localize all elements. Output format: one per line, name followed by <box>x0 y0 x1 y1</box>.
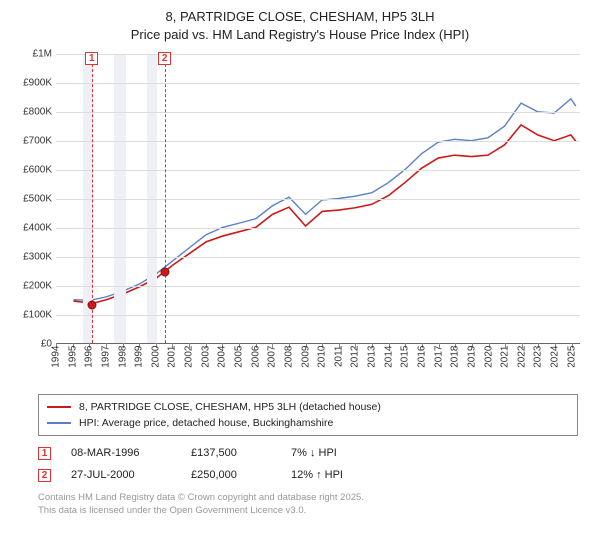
x-axis-label: 1999 <box>134 346 145 386</box>
x-axis-label: 2009 <box>300 346 311 386</box>
x-axis-label: 2001 <box>167 346 178 386</box>
y-axis-label: £400K <box>12 223 52 234</box>
y-axis-label: £900K <box>12 78 52 89</box>
legend-label-1: HPI: Average price, detached house, Buck… <box>79 417 333 429</box>
x-axis-label: 2024 <box>550 346 561 386</box>
y-axis-label: £100K <box>12 310 52 321</box>
x-axis-label: 2021 <box>500 346 511 386</box>
event-row-1: 2 27-JUL-2000 £250,000 12% ↑ HPI <box>38 464 578 486</box>
y-axis-label: £1M <box>12 49 52 60</box>
footer: Contains HM Land Registry data © Crown c… <box>38 492 578 518</box>
chart-wrap: £0 £100K £200K £300K £400K £500K £600K £700K £80… <box>10 50 590 390</box>
chart-container: 8, PARTRIDGE CLOSE, CHESHAM, HP5 3LH Pri… <box>0 0 600 526</box>
x-axis-label: 2019 <box>466 346 477 386</box>
sale-point-1 <box>88 300 97 309</box>
x-axis-label: 1997 <box>100 346 111 386</box>
legend-swatch-1 <box>47 422 71 424</box>
x-axis-label: 2016 <box>416 346 427 386</box>
event-row-0: 1 08-MAR-1996 £137,500 7% ↓ HPI <box>38 442 578 464</box>
x-axis-label: 2015 <box>400 346 411 386</box>
y-axis-label: £500K <box>12 194 52 205</box>
x-axis-label: 2022 <box>516 346 527 386</box>
footer-line-2: This data is licensed under the Open Gov… <box>38 505 578 518</box>
footer-line-1: Contains HM Land Registry data © Crown c… <box>38 492 578 505</box>
title-line-1: 8, PARTRIDGE CLOSE, CHESHAM, HP5 3LH <box>10 8 590 26</box>
event-marker-box-1: 1 <box>38 447 51 460</box>
x-axis-label: 2003 <box>200 346 211 386</box>
x-axis-label: 2023 <box>533 346 544 386</box>
event-date-2: 27-JUL-2000 <box>71 469 171 481</box>
x-axis-label: 1996 <box>84 346 95 386</box>
event-date-1: 08-MAR-1996 <box>71 447 171 459</box>
x-axis-label: 2017 <box>433 346 444 386</box>
title-line-2: Price paid vs. HM Land Registry's House … <box>10 26 590 44</box>
event-marker-box-2: 2 <box>38 469 51 482</box>
legend-label-0: 8, PARTRIDGE CLOSE, CHESHAM, HP5 3LH (de… <box>79 401 381 413</box>
x-axis-label: 2005 <box>233 346 244 386</box>
y-axis-label: £200K <box>12 281 52 292</box>
x-axis-label: 2002 <box>184 346 195 386</box>
y-axis-label: £700K <box>12 136 52 147</box>
event-diff-2: 12% ↑ HPI <box>291 469 391 481</box>
y-axis-label: £600K <box>12 165 52 176</box>
x-axis-label: 2000 <box>150 346 161 386</box>
event-price-2: £250,000 <box>191 469 271 481</box>
y-axis-label: £0 <box>12 339 52 350</box>
x-axis-label: 2020 <box>483 346 494 386</box>
x-axis-label: 2025 <box>566 346 577 386</box>
x-axis-label: 1994 <box>51 346 62 386</box>
x-axis-label: 2012 <box>350 346 361 386</box>
x-axis-label: 2013 <box>367 346 378 386</box>
x-axis-label: 1998 <box>117 346 128 386</box>
x-axis-label: 2010 <box>317 346 328 386</box>
legend-row-1: HPI: Average price, detached house, Buck… <box>47 415 569 431</box>
x-axis-label: 2004 <box>217 346 228 386</box>
x-axis-label: 2008 <box>283 346 294 386</box>
y-axis-label: £300K <box>12 252 52 263</box>
events-table: 1 08-MAR-1996 £137,500 7% ↓ HPI 2 27-JUL… <box>38 442 578 486</box>
event-diff-1: 7% ↓ HPI <box>291 447 391 459</box>
sale-point-2 <box>161 267 170 276</box>
x-axis-label: 2014 <box>383 346 394 386</box>
y-axis-label: £800K <box>12 107 52 118</box>
event-marker-2: 2 <box>158 52 171 65</box>
x-axis-label: 2018 <box>450 346 461 386</box>
legend-swatch-0 <box>47 406 71 408</box>
event-price-1: £137,500 <box>191 447 271 459</box>
x-axis-label: 2011 <box>333 346 344 386</box>
legend-row-0: 8, PARTRIDGE CLOSE, CHESHAM, HP5 3LH (de… <box>47 399 569 415</box>
legend-box: 8, PARTRIDGE CLOSE, CHESHAM, HP5 3LH (de… <box>38 394 578 436</box>
x-axis-label: 1995 <box>67 346 78 386</box>
x-axis-label: 2007 <box>267 346 278 386</box>
plot-area: £0£100K£200K£300K£400K£500K£600K£700K£80… <box>56 54 580 344</box>
event-marker-1: 1 <box>85 52 98 65</box>
x-axis-label: 2006 <box>250 346 261 386</box>
